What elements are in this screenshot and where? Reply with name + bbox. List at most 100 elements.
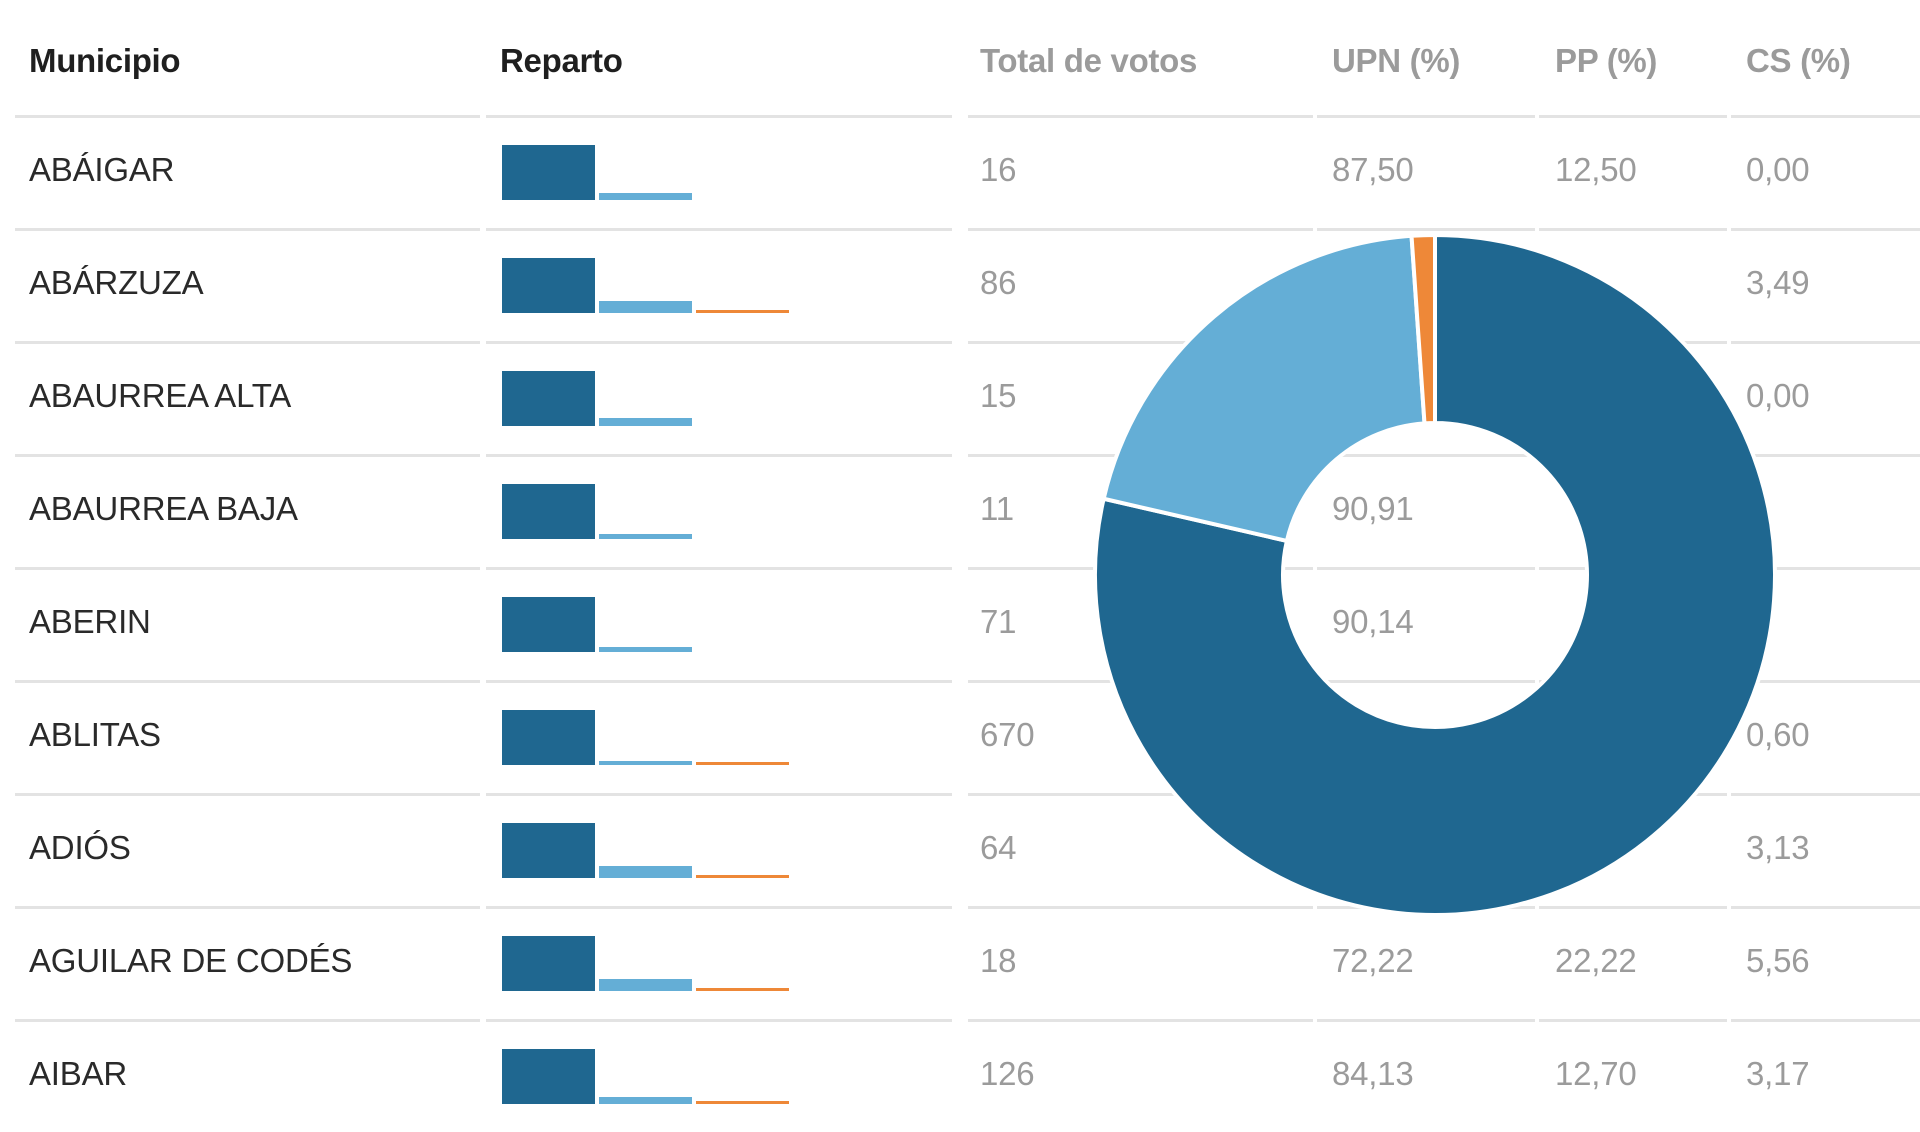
pp-bar xyxy=(599,534,692,539)
reparto-bars xyxy=(502,258,802,313)
header-cs[interactable]: CS (%) xyxy=(1746,42,1851,79)
upn-bar xyxy=(502,823,595,878)
row-separator xyxy=(15,228,480,231)
pp-bar xyxy=(599,193,692,200)
cs-value: 0,60 xyxy=(1746,716,1810,753)
row-separator xyxy=(1317,115,1535,118)
header-municipio[interactable]: Municipio xyxy=(29,42,181,79)
row-separator xyxy=(1731,341,1920,344)
row-separator xyxy=(1317,228,1535,231)
row-separator xyxy=(1317,1019,1535,1022)
row-separator xyxy=(1731,1019,1920,1022)
table-row[interactable]: ABAURREA ALTA 15 0,00 xyxy=(0,341,1920,454)
table-header: Municipio Reparto Total de votos UPN (%)… xyxy=(0,0,1920,115)
cs-value: 3,13 xyxy=(1746,829,1810,866)
donut-slice-pp[interactable] xyxy=(1101,233,1427,544)
upn-bar xyxy=(502,710,595,765)
reparto-bars xyxy=(502,145,802,200)
municipio-name: AGUILAR DE CODÉS xyxy=(29,942,353,979)
row-separator xyxy=(486,454,952,457)
header-total-votos[interactable]: Total de votos xyxy=(980,42,1198,79)
total-votos-value: 71 xyxy=(980,603,1017,640)
row-separator xyxy=(1317,454,1535,457)
row-separator xyxy=(486,567,952,570)
cs-bar xyxy=(696,310,789,313)
cs-value: 5,56 xyxy=(1746,942,1810,979)
upn-bar xyxy=(502,371,595,426)
row-separator xyxy=(486,1019,952,1022)
municipio-name: ABERIN xyxy=(29,603,151,640)
header-upn[interactable]: UPN (%) xyxy=(1332,42,1461,79)
cs-bar xyxy=(696,875,789,878)
reparto-bars xyxy=(502,823,802,878)
row-separator xyxy=(15,567,480,570)
upn-bar xyxy=(502,145,595,200)
header-pp[interactable]: PP (%) xyxy=(1555,42,1658,79)
row-separator xyxy=(15,680,480,683)
reparto-bars xyxy=(502,710,802,765)
row-separator xyxy=(1731,454,1920,457)
table-row[interactable]: ADIÓS 64 3,13 xyxy=(0,793,1920,906)
row-separator xyxy=(1539,1019,1727,1022)
donut-slice-cs[interactable] xyxy=(1409,232,1437,426)
row-separator xyxy=(1317,680,1535,683)
upn-value: 90,91 xyxy=(1332,490,1414,527)
row-separator xyxy=(1539,228,1727,231)
reparto-bars xyxy=(502,597,802,652)
row-separator xyxy=(1539,115,1727,118)
table-row[interactable]: ABÁRZUZA 86 3,49 xyxy=(0,228,1920,341)
total-votos-value: 18 xyxy=(980,942,1017,979)
municipio-name: ABÁIGAR xyxy=(29,151,175,188)
row-separator xyxy=(15,115,480,118)
row-separator xyxy=(486,228,952,231)
row-separator xyxy=(15,454,480,457)
municipio-name: ABLITAS xyxy=(29,716,161,753)
pp-bar xyxy=(599,418,692,426)
reparto-bars xyxy=(502,371,802,426)
header-reparto[interactable]: Reparto xyxy=(500,42,623,79)
row-separator xyxy=(1539,906,1727,909)
upn-bar xyxy=(502,936,595,991)
row-separator xyxy=(486,115,952,118)
municipio-name: ABAURREA ALTA xyxy=(29,377,292,414)
pp-bar xyxy=(599,301,692,313)
table-row[interactable]: AIBAR 126 84,13 12,70 3,17 xyxy=(0,1019,1920,1132)
municipio-name: ABAURREA BAJA xyxy=(29,490,298,527)
table-row[interactable]: ABÁIGAR 16 87,50 12,50 0,00 xyxy=(0,115,1920,228)
row-separator xyxy=(1731,906,1920,909)
upn-value: 72,22 xyxy=(1332,942,1414,979)
municipio-name: ADIÓS xyxy=(29,829,131,866)
pp-value: 22,22 xyxy=(1555,942,1637,979)
municipio-name: ABÁRZUZA xyxy=(29,264,204,301)
row-separator xyxy=(1731,567,1920,570)
row-separator xyxy=(968,341,1313,344)
donut-chart xyxy=(1093,232,1777,917)
cs-value: 3,49 xyxy=(1746,264,1810,301)
row-separator xyxy=(968,793,1313,796)
row-separator xyxy=(968,1019,1313,1022)
pp-bar xyxy=(599,979,692,991)
row-separator xyxy=(1317,567,1535,570)
cs-value: 0,00 xyxy=(1746,377,1810,414)
row-separator xyxy=(1731,680,1920,683)
row-separator xyxy=(486,680,952,683)
total-votos-value: 126 xyxy=(980,1055,1035,1092)
cs-bar xyxy=(696,762,789,765)
table-row[interactable]: AGUILAR DE CODÉS 18 72,22 22,22 5,56 xyxy=(0,906,1920,1019)
cs-value: 0,00 xyxy=(1746,151,1810,188)
cs-bar xyxy=(696,1101,789,1104)
row-separator xyxy=(1731,793,1920,796)
total-votos-value: 16 xyxy=(980,151,1017,188)
row-separator xyxy=(486,793,952,796)
total-votos-value: 15 xyxy=(980,377,1017,414)
row-separator xyxy=(486,341,952,344)
row-separator xyxy=(968,115,1313,118)
row-separator xyxy=(486,906,952,909)
pp-bar xyxy=(599,647,692,652)
row-separator xyxy=(15,906,480,909)
cs-bar xyxy=(696,988,789,991)
reparto-bars xyxy=(502,1049,802,1104)
pp-bar xyxy=(599,761,692,765)
donut-slice-upn[interactable] xyxy=(1093,232,1777,917)
total-votos-value: 86 xyxy=(980,264,1017,301)
